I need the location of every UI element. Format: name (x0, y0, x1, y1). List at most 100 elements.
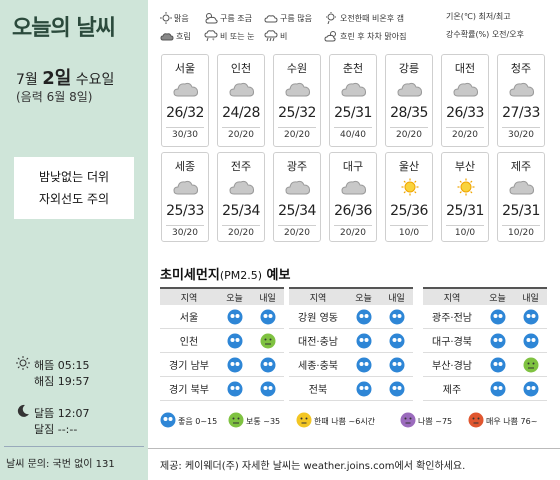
city-card: 제주 25/31 10/20 (497, 152, 545, 242)
sunrise-row: 해뜸 05:15 (16, 356, 89, 373)
header-region: 지역 (443, 293, 461, 304)
rain-sun-icon (326, 12, 336, 24)
dust-table-row: 대구·경북 (423, 329, 547, 353)
dust-legend-good: 좋음 0~15 (160, 412, 217, 430)
dust-region: 세종·충북 (298, 361, 338, 372)
city-card: 대전 26/33 20/20 (441, 54, 489, 147)
city-temperature: 25/31 (334, 105, 372, 121)
moonrise-row: 달뜸 12:07 (16, 404, 89, 421)
dust-region: 전북 (308, 385, 328, 396)
notice-line-2: 자외선도 주의 (38, 192, 110, 206)
city-temperature: 25/36 (390, 203, 428, 219)
city-rain-probability: 20/20 (274, 127, 320, 140)
good-face-icon (481, 381, 514, 397)
today-date: 7월 2일 수요일 (16, 64, 114, 90)
legend-rain-snow: * 비 또는 눈 (204, 30, 255, 42)
dust-title-text: 초미세먼지 (160, 268, 220, 283)
svg-text:*: * (212, 38, 215, 42)
good-face-icon (347, 309, 380, 325)
dust-legend-label: 보통 ~35 (246, 416, 281, 426)
city-name: 강릉 (398, 62, 420, 75)
date-weekday: 수요일 (75, 72, 115, 88)
dust-table-row: 강원 영동 (289, 305, 413, 329)
good-face-icon (481, 309, 514, 325)
cloud-icon (229, 178, 255, 196)
city-name: 세종 (174, 160, 196, 173)
city-temperature: 24/28 (222, 105, 260, 121)
good-face-icon (218, 309, 251, 325)
legend-sunny: 맑음 (160, 12, 189, 24)
good-face-icon (514, 309, 547, 325)
dust-table-row: 경기 북부 (160, 377, 284, 401)
weather-inquiry: 날씨 문의: 국번 없이 131 (6, 459, 115, 470)
good-face-icon (347, 357, 380, 373)
city-rain-probability: 20/20 (218, 127, 264, 140)
normal-face-icon (514, 357, 547, 373)
good-face-icon (218, 357, 251, 373)
city-name: 제주 (510, 160, 532, 173)
dust-region: 인천 (179, 337, 199, 348)
bad-face-icon (400, 412, 416, 430)
city-name: 대전 (454, 62, 476, 75)
dust-table-header: 지역 오늘 내일 (423, 287, 547, 305)
rain-note: 강수확률(%) 오전/오후 (446, 30, 524, 39)
dust-legend-temp-bad: 한때 나쁨 ~6시간 (296, 412, 375, 430)
city-card: 전주 25/34 20/20 (217, 152, 265, 242)
dust-table-row: 서울 (160, 305, 284, 329)
dust-table-row: 전북 (289, 377, 413, 401)
city-name: 서울 (174, 62, 196, 75)
cloud-icon (509, 80, 535, 98)
city-rain-probability: 30/20 (162, 225, 208, 238)
city-card: 수원 25/32 20/20 (273, 54, 321, 147)
dust-table: 지역 오늘 내일 광주·전남 대구·경북 부산·경남 제주 (423, 287, 547, 401)
good-face-icon (218, 381, 251, 397)
dust-legend-label: 나쁨 ~75 (418, 416, 453, 426)
sun-icon (160, 12, 172, 24)
cloud-icon (397, 80, 423, 98)
city-card: 인천 24/28 20/20 (217, 54, 265, 147)
moonset-time: 달짐 --:-- (34, 423, 78, 436)
good-face-icon (347, 381, 380, 397)
city-rain-probability: 10/0 (386, 225, 432, 238)
dust-region: 경기 북부 (169, 385, 209, 396)
dust-table-row: 제주 (423, 377, 547, 401)
legend-sunny-label: 맑음 (174, 13, 189, 23)
moonrise-time: 달뜸 12:07 (34, 407, 90, 420)
temp-note: 기온(℃) 최저/최고 (446, 12, 511, 21)
header-today: 오늘 (226, 293, 243, 304)
weather-icon-legend: 맑음 구름 조금 구름 많음 오전한때 비온후 갬 기온(℃) 최저/최고 흐림… (160, 8, 556, 48)
city-name: 춘천 (342, 62, 364, 75)
dust-region: 광주·전남 (432, 313, 472, 324)
good-face-icon (251, 309, 284, 325)
cloud-sun-icon (324, 31, 336, 42)
dust-region: 강원 영동 (298, 313, 338, 324)
header-today: 오늘 (355, 293, 372, 304)
city-rain-probability: 10/0 (442, 225, 488, 238)
city-temperature: 25/32 (278, 105, 316, 121)
city-name: 인천 (230, 62, 252, 75)
city-card: 춘천 25/31 40/40 (329, 54, 377, 147)
header-tomorrow: 내일 (259, 293, 276, 304)
city-rain-probability: 10/20 (498, 225, 544, 238)
normal-face-icon (251, 333, 284, 349)
legend-few-clouds-label: 구름 조금 (220, 13, 252, 23)
legend-rain-label: 비 (280, 31, 288, 41)
city-rain-probability: 20/20 (218, 225, 264, 238)
footer-source: 제공: 케이웨더(주) 자세한 날씨는 weather.joins.com에서 … (148, 448, 560, 480)
city-rain-probability: 30/20 (498, 127, 544, 140)
dust-table-header: 지역 오늘 내일 (160, 287, 284, 305)
city-temperature: 25/31 (446, 203, 484, 219)
cloud-icon (173, 80, 199, 98)
header-tomorrow: 내일 (388, 293, 405, 304)
dust-region: 서울 (179, 313, 199, 324)
good-face-icon (251, 381, 284, 397)
good-face-icon (380, 309, 413, 325)
city-card: 청주 27/33 30/20 (497, 54, 545, 147)
city-temperature: 26/33 (446, 105, 484, 121)
city-card: 세종 25/33 30/20 (161, 152, 209, 242)
dust-legend-bad: 나쁨 ~75 (400, 412, 452, 430)
sunrise-time: 해뜸 05:15 (34, 359, 90, 372)
city-temperature: 26/36 (334, 203, 372, 219)
dust-legend-normal: 보통 ~35 (228, 412, 280, 430)
dust-region: 제주 (442, 385, 462, 396)
